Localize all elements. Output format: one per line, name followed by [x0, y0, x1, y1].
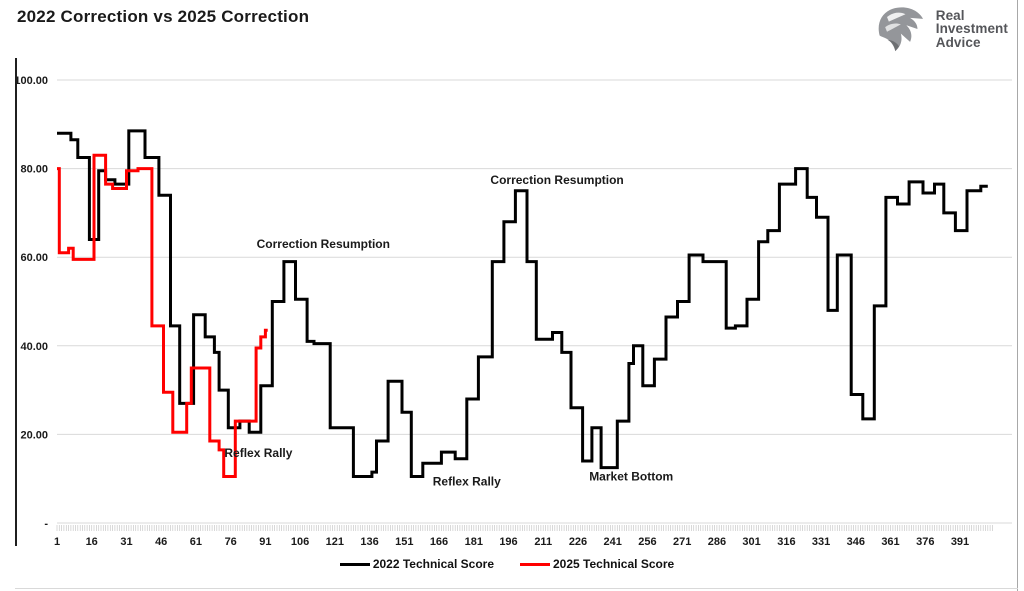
chart-canvas: 100.00 80.00 60.00 40.00 20.00 -1 16 31 46 61 76 91…	[14, 75, 1012, 548]
x-axis-tick-label: 136	[360, 536, 378, 548]
legend-label-2022: 2022 Technical Score	[372, 557, 494, 571]
logo-line-2: Investment	[935, 21, 1008, 37]
y-axis-tick-label: -	[44, 518, 48, 530]
series-line-2022-technical-score	[57, 129, 988, 478]
eagle-logo-icon	[878, 7, 923, 52]
x-axis-tick-label: 196	[499, 536, 517, 548]
chart-left-border	[15, 58, 17, 546]
x-axis-tick-label: 391	[951, 536, 969, 548]
y-axis-tick-label: 20.00	[20, 429, 48, 441]
chart-legend: 2022 Technical Score 2025 Technical Scor…	[0, 557, 1014, 571]
logo-text: Real Investment Advice	[936, 9, 1008, 50]
chart-bottom-border	[15, 588, 1018, 589]
x-axis-tick-label: 256	[638, 536, 656, 548]
legend-label-2025: 2025 Technical Score	[553, 557, 675, 571]
chart-annotation: Correction Resumption	[490, 173, 623, 187]
chart-annotation: Market Bottom	[589, 470, 673, 484]
x-axis-tick-label: 331	[812, 536, 830, 548]
x-axis-tick-label: 1	[54, 536, 60, 548]
real-investment-advice-logo: Real Investment Advice	[871, 5, 1008, 53]
chart-annotation: Reflex Rally	[433, 474, 501, 488]
x-axis-tick-label: 121	[326, 536, 344, 548]
x-axis-tick-label: 241	[604, 536, 622, 548]
x-axis-tick-label: 151	[395, 536, 413, 548]
x-axis-tick-label: 301	[742, 536, 760, 548]
x-axis-tick-label: 106	[291, 536, 309, 548]
x-axis-tick-label: 61	[190, 536, 202, 548]
y-axis-tick-label: 40.00	[20, 341, 48, 353]
x-axis-tick-label: 91	[259, 536, 271, 548]
x-axis-tick-label: 376	[916, 536, 934, 548]
x-axis-tick-label: 31	[120, 536, 132, 548]
chart-annotation: Correction Resumption	[257, 237, 390, 251]
legend-swatch-0	[339, 562, 370, 566]
x-axis-tick-label: 316	[777, 536, 795, 548]
page-title: 2022 Correction vs 2025 Correction	[17, 7, 310, 26]
series-line-2025-technical-score	[57, 153, 268, 478]
x-axis-tick-label: 286	[708, 536, 726, 548]
x-axis-tick-label: 361	[881, 536, 899, 548]
legend-swatch-1	[520, 562, 550, 566]
x-axis-tick-label: 181	[465, 536, 483, 548]
logo-line-3: Advice	[935, 34, 981, 50]
y-axis-tick-label: 100.00	[14, 75, 48, 87]
logo-line-1: Real	[935, 7, 965, 23]
x-axis-tick-label: 271	[673, 536, 691, 548]
x-axis-tick-label: 16	[86, 536, 98, 548]
legend-item-2025: 2025 Technical Score	[520, 557, 674, 571]
y-axis-tick-label: 60.00	[20, 252, 48, 264]
legend-item-2022: 2022 Technical Score	[339, 557, 494, 571]
x-axis-tick-label: 346	[847, 536, 865, 548]
x-axis-tick-label: 211	[534, 536, 552, 548]
y-axis-tick-label: 80.00	[20, 164, 48, 176]
window-right-border	[1017, 0, 1018, 591]
x-axis-tick-label: 46	[155, 536, 167, 548]
x-axis-tick-label: 166	[430, 536, 448, 548]
x-axis-tick-label: 76	[225, 536, 237, 548]
x-axis-tick-label: 226	[569, 536, 587, 548]
chart-annotation: Reflex Rally	[224, 446, 292, 460]
